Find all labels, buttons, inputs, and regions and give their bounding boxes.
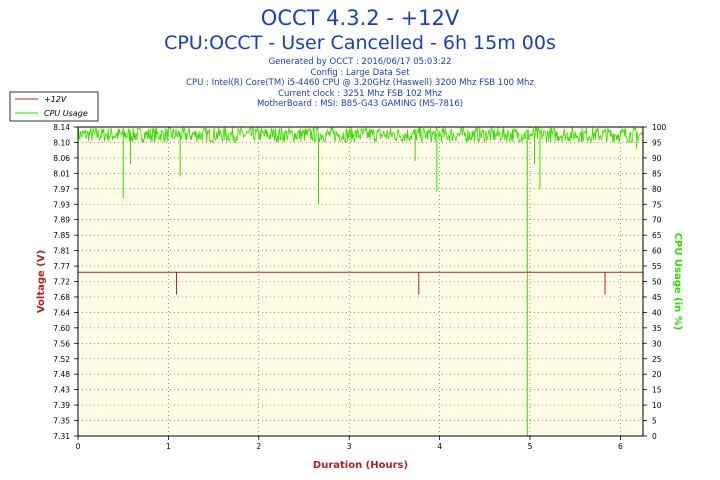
legend-cpu-label: CPU Usage — [44, 109, 88, 118]
y2-tick-label: 50 — [652, 278, 662, 287]
y-tick-label: 7.43 — [53, 386, 70, 395]
info-config: Config : Large Data Set — [310, 67, 410, 78]
y-tick-label: 7.93 — [53, 200, 70, 209]
y2-tick-label: 45 — [652, 293, 662, 302]
y2-tick-label: 15 — [652, 386, 662, 395]
info-motherboard: MotherBoard : MSI: B85-G43 GAMING (MS-78… — [256, 99, 464, 109]
y-axis-label: Voltage (V) — [36, 250, 47, 313]
y-tick-label: 7.35 — [53, 417, 70, 426]
y-tick-label: 8.10 — [53, 138, 70, 147]
x-tick-label: 1 — [166, 442, 171, 451]
y2-tick-label: 90 — [652, 154, 662, 163]
x-axis-label: Duration (Hours) — [313, 460, 408, 471]
y-tick-label: 7.56 — [53, 339, 70, 348]
y2-tick-label: 100 — [652, 123, 667, 132]
y-tick-label: 7.85 — [53, 231, 70, 240]
y2-tick-label: 60 — [652, 247, 662, 256]
y-tick-label: 7.89 — [53, 216, 70, 225]
y2-axis-ticks: 0 5 10 15 20 25 30 35 40 45 50 55 60 65 70 75 80 85 90 95 10… — [643, 123, 667, 441]
y-tick-label: 7.60 — [53, 324, 70, 333]
y2-tick-label: 40 — [652, 308, 662, 317]
y2-tick-label: 20 — [652, 370, 662, 379]
x-axis-ticks: 0 1 2 3 4 5 6 — [76, 436, 623, 451]
y2-tick-label: 80 — [652, 185, 662, 194]
chart-title: OCCT 4.3.2 - +12V — [260, 6, 460, 30]
voltage-series — [78, 271, 643, 295]
plot-area — [78, 127, 643, 436]
y-tick-label: 7.81 — [53, 247, 70, 256]
chart-subtitle: CPU:OCCT - User Cancelled - 6h 15m 00s — [164, 32, 556, 54]
info-cpu: CPU : Intel(R) Core(TM) i5-4460 CPU @ 3.… — [186, 78, 534, 88]
y-tick-label: 7.97 — [53, 185, 70, 194]
y-tick-label: 7.72 — [53, 278, 70, 287]
y2-tick-label: 85 — [652, 169, 662, 178]
y2-axis-label: CPU Usage (in %) — [672, 233, 683, 331]
y2-tick-label: 35 — [652, 324, 662, 333]
x-tick-label: 5 — [528, 442, 533, 451]
y2-tick-label: 55 — [652, 262, 662, 271]
legend-box — [9, 91, 99, 122]
y-tick-label: 7.77 — [53, 262, 70, 271]
y-tick-label: 8.06 — [53, 154, 70, 163]
y2-tick-label: 25 — [652, 355, 662, 364]
x-tick-label: 2 — [256, 442, 261, 451]
x-tick-label: 6 — [618, 442, 623, 451]
x-tick-label: 3 — [347, 442, 352, 451]
y-tick-label: 8.01 — [53, 169, 70, 178]
x-tick-label: 4 — [437, 442, 442, 451]
info-generated: Generated by OCCT : 2016/06/17 05:03:22 — [268, 57, 452, 67]
y2-tick-label: 95 — [652, 138, 662, 147]
y2-tick-label: 70 — [652, 216, 662, 225]
cpu-usage-series — [77, 125, 644, 436]
x-tick-label: 0 — [76, 442, 81, 451]
info-clock: Current clock : 3251 Mhz FSB 102 Mhz — [278, 88, 442, 99]
y-tick-label: 7.64 — [53, 308, 70, 317]
y-axis-ticks: 8.14 8.10 8.06 8.01 7.97 7.93 7.89 7.85 7.81 7.77… — [53, 123, 78, 441]
y2-tick-label: 5 — [652, 417, 657, 426]
y2-tick-label: 65 — [652, 231, 662, 240]
legend: +12V CPU Usage — [9, 91, 99, 122]
y-tick-label: 7.39 — [53, 401, 70, 410]
y2-tick-label: 0 — [652, 432, 657, 441]
y-tick-label: 7.68 — [53, 293, 70, 302]
y2-tick-label: 10 — [652, 401, 662, 410]
y-tick-label: 7.31 — [53, 432, 70, 441]
cpu-usage-line — [77, 125, 644, 144]
legend-voltage-label: +12V — [44, 95, 67, 104]
y2-tick-label: 30 — [652, 339, 662, 348]
y-tick-label: 8.14 — [53, 123, 70, 132]
y-tick-label: 7.48 — [53, 370, 70, 379]
y2-tick-label: 75 — [652, 200, 662, 209]
y-tick-label: 7.52 — [53, 355, 70, 364]
